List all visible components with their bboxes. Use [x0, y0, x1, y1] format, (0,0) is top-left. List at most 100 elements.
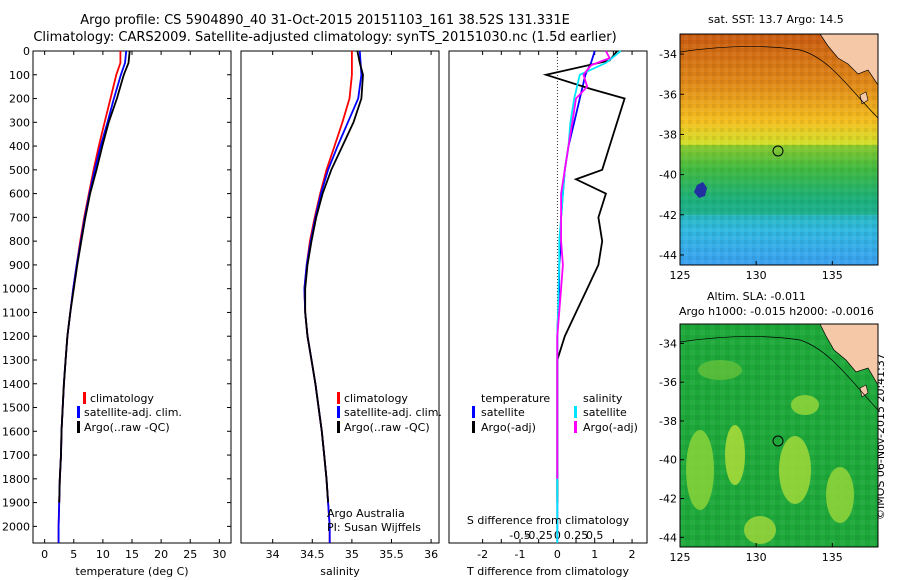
plot-frame	[240, 50, 440, 544]
legend-swatch-satellite	[77, 406, 80, 418]
map-x-tick-label: 130	[746, 551, 767, 564]
legend-swatch-sal-argo	[574, 421, 577, 433]
map-y-tick-label: -34	[659, 48, 677, 61]
map-y-tick-label: -40	[659, 454, 677, 467]
sst-map	[679, 33, 879, 266]
bathymetry-contour	[679, 336, 879, 411]
x-tick-label: 1	[591, 548, 598, 561]
legend-label-sal-satellite: satellite	[583, 406, 627, 419]
x-axis-label: salinity	[320, 565, 360, 578]
x-tick-label: -1	[514, 548, 525, 561]
top-x-tick-label: 0.25	[564, 529, 589, 542]
temperature-legend: climatology satellite-adj. clim. Argo(..…	[77, 392, 182, 434]
y-tick-label: 0	[23, 45, 30, 58]
legend-header-salinity: salinity	[583, 392, 623, 405]
legend-swatch-argo	[337, 421, 340, 433]
map-y-tick-label: -44	[659, 249, 677, 262]
difference-profile-panel: -2 -1 0 1 2-0.5-0.25 0 0.250.5T difference fro…	[448, 50, 648, 578]
y-tick-label: 500	[9, 164, 30, 177]
map-y-tick-label: -40	[659, 169, 677, 182]
map-x-tick-label: 125	[670, 269, 691, 282]
x-tick-label: 2	[629, 548, 636, 561]
x-tick-label: 5	[70, 548, 77, 561]
annotation-line1: Argo Australia	[327, 507, 405, 520]
x-tick-label: 10	[96, 548, 110, 561]
series-line	[542, 50, 626, 503]
sla-map-title: Altim. SLA: -0.011	[707, 290, 807, 303]
y-tick-label: 200	[9, 93, 30, 106]
series-line	[58, 50, 131, 503]
y-tick-label: 1800	[2, 473, 30, 486]
salinity-profile-panel: 34 34.5 35 35.5 36 salinity	[240, 50, 440, 578]
sla-map-subtitle: Argo h1000: -0.015 h2000: -0.0016	[679, 305, 874, 318]
map-x-tick-label: 125	[670, 551, 691, 564]
top-x-tick-label: 0.5	[586, 529, 604, 542]
x-tick-label: 0	[41, 548, 48, 561]
y-tick-label: 700	[9, 211, 30, 224]
sla-map-axes: 125 130 135 -34 -36 -38 -40 -42 -44	[659, 337, 843, 564]
legend-label-argo: Argo(..raw -QC)	[84, 421, 170, 434]
map-x-tick-label: 130	[746, 269, 767, 282]
y-tick-label: 1000	[2, 283, 30, 296]
argo-position-marker	[772, 145, 784, 157]
y-tick-label: 1200	[2, 330, 30, 343]
legend-label-sal-argo: Argo(-adj)	[583, 421, 638, 434]
figure-title-line2: Climatology: CARS2009. Satellite-adjuste…	[33, 30, 617, 45]
x-tick-label: 36	[424, 548, 438, 561]
y-tick-label: 1900	[2, 497, 30, 510]
legend-label-satellite: satellite-adj. clim.	[84, 406, 182, 419]
x-axis-label: T difference from climatology	[466, 565, 629, 578]
x-tick-label: -2	[477, 548, 488, 561]
x-tick-label: 34.5	[300, 548, 325, 561]
legend-label-temp-argo: Argo(-adj)	[481, 421, 536, 434]
legend-label-temp-satellite: satellite	[481, 406, 525, 419]
sst-map-title: sat. SST: 13.7 Argo: 14.5	[708, 13, 844, 26]
y-tick-label: 400	[9, 140, 30, 153]
y-tick-label: 1400	[2, 378, 30, 391]
figure-title-line1: Argo profile: CS 5904890_40 31-Oct-2015 …	[80, 13, 570, 28]
y-tick-label: 300	[9, 116, 30, 129]
y-tick-label: 900	[9, 259, 30, 272]
legend-swatch-temp-satellite	[472, 406, 475, 418]
y-tick-label: 800	[9, 235, 30, 248]
legend-swatch-climatology	[337, 392, 340, 404]
map-x-tick-label: 135	[822, 269, 843, 282]
sst-green-band	[680, 145, 878, 215]
difference-legend: temperature salinity satellite Argo(-adj…	[472, 392, 638, 434]
map-y-tick-label: -34	[659, 337, 677, 350]
legend-swatch-argo	[77, 421, 80, 433]
legend-label-climatology: climatology	[344, 392, 408, 405]
map-y-tick-label: -38	[659, 415, 677, 428]
top-x-tick-label: -0.5	[509, 529, 530, 542]
map-y-tick-label: -42	[659, 209, 677, 222]
y-tick-label: 100	[9, 69, 30, 82]
y-tick-label: 1600	[2, 425, 30, 438]
x-tick-label: 20	[154, 548, 168, 561]
x-tick-label: 30	[212, 548, 226, 561]
plot-frame	[448, 50, 648, 544]
legend-swatch-satellite	[337, 406, 340, 418]
map-y-tick-label: -36	[659, 88, 677, 101]
x-tick-label: 25	[183, 548, 197, 561]
temperature-profile-panel: 0100200300400500600700800900100011001200…	[2, 45, 232, 578]
island	[859, 384, 869, 398]
y-tick-label: 1300	[2, 354, 30, 367]
salinity-legend: climatology satellite-adj. clim. Argo(..…	[337, 392, 442, 434]
series-line	[556, 50, 611, 479]
y-tick-label: 600	[9, 188, 30, 201]
legend-swatch-climatology	[83, 392, 86, 404]
diff-top-xlabel: S difference from climatology	[467, 514, 630, 527]
map-y-tick-label: -36	[659, 376, 677, 389]
plot-frame	[32, 50, 232, 544]
y-tick-label: 2000	[2, 520, 30, 533]
map-x-tick-label: 135	[822, 551, 843, 564]
map-y-tick-label: -42	[659, 493, 677, 506]
x-tick-label: 0	[554, 548, 561, 561]
legend-label-argo: Argo(..raw -QC)	[344, 421, 430, 434]
bathymetry-contour	[679, 46, 879, 119]
sla-map	[679, 323, 879, 548]
x-tick-label: 34	[266, 548, 280, 561]
argo-position-marker	[772, 435, 784, 447]
y-tick-label: 1500	[2, 402, 30, 415]
